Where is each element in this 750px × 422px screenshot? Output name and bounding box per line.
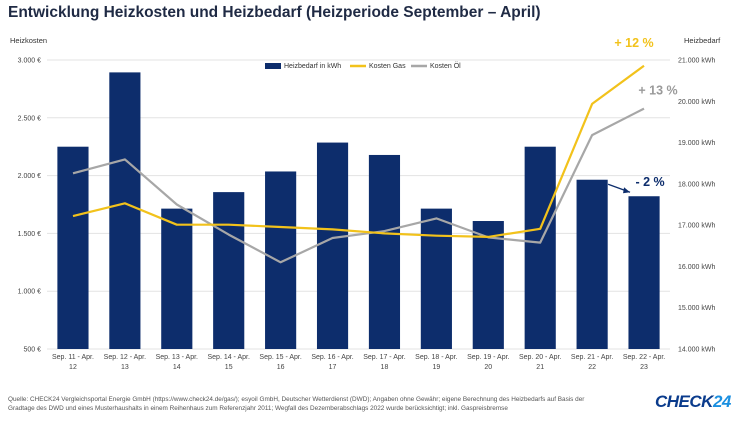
annotation-oel-change: + 13 % — [638, 84, 677, 98]
line-kosten-gas — [72, 64, 645, 238]
bar-heizbedarf — [576, 179, 608, 349]
y-left-tick-label: 1.000 € — [18, 289, 41, 296]
y-left-tick-label: 2.000 € — [18, 173, 41, 180]
bar-heizbedarf — [368, 154, 401, 349]
x-tick-label: Sep. 22 - Apr. 23 — [623, 354, 665, 371]
y-left-tick-label: 2.500 € — [18, 115, 41, 122]
y-right-tick-label: 18.000 kWh — [678, 181, 715, 188]
annotation-gas-change: + 12 % — [614, 36, 653, 50]
x-tick-label: Sep. 12 - Apr. 13 — [104, 354, 146, 371]
chart: 500 € 1.000 € 1.500 € 2.000 € 2.500 € 3.000 €… — [10, 36, 721, 371]
bar-heizbedarf — [316, 142, 349, 349]
source-footnote: Quelle: CHECK24 Vergleichsportal Energie… — [8, 396, 585, 412]
bar-heizbedarf — [472, 221, 504, 349]
y-left-tick-label: 500 € — [23, 347, 41, 354]
legend: Heizbedarf in kWh Kosten Gas Kosten Öl — [265, 62, 461, 70]
y-left-axis-title: Heizkosten — [10, 36, 47, 45]
x-tick-label: Sep. 15 - Apr. 16 — [259, 354, 301, 371]
logo-text: CHECK — [655, 392, 713, 411]
bar-heizbedarf — [109, 72, 141, 349]
check24-logo: CHECK24 — [655, 392, 731, 412]
bar-heizbedarf — [628, 196, 660, 349]
x-tick-label: Sep. 19 - Apr. 20 — [467, 354, 509, 371]
x-tick-label: Sep. 21 - Apr. 22 — [571, 354, 613, 371]
bar-heizbedarf — [57, 146, 89, 349]
y-right-tick-label: 15.000 kWh — [678, 305, 715, 312]
x-tick-label: Sep. 18 - Apr. 19 — [415, 354, 457, 371]
bar-heizbedarf — [524, 146, 556, 349]
annotation-heizbedarf-change: - 2 % — [635, 175, 664, 189]
legend-label-gas: Kosten Gas — [369, 63, 406, 70]
bar-heizbedarf — [265, 171, 297, 349]
annotation-layer: + 12 % + 13 % - 2 % — [607, 36, 678, 194]
x-tick-label: Sep. 13 - Apr. 14 — [156, 354, 198, 371]
x-tick-label: Sep. 14 - Apr. 15 — [207, 354, 249, 371]
y-right-tick-label: 19.000 kWh — [678, 140, 715, 147]
axis-layer: 500 € 1.000 € 1.500 € 2.000 € 2.500 € 3.000 €… — [10, 36, 721, 371]
bar-heizbedarf — [420, 208, 452, 349]
y-right-tick-label: 21.000 kWh — [678, 58, 715, 65]
y-right-tick-label: 16.000 kWh — [678, 264, 715, 271]
y-right-tick-label: 14.000 kWh — [678, 347, 715, 354]
x-tick-label: Sep. 11 - Apr. 12 — [52, 354, 94, 371]
y-right-axis-title: Heizbedarf — [684, 36, 721, 45]
bar-layer — [57, 72, 660, 349]
legend-label-oel: Kosten Öl — [430, 62, 461, 70]
x-tick-label: Sep. 17 - Apr. 18 — [363, 354, 405, 371]
legend-swatch-heizbedarf — [265, 63, 281, 69]
line-layer — [72, 64, 645, 264]
bar-heizbedarf — [213, 192, 245, 349]
y-left-tick-label: 1.500 € — [18, 231, 41, 238]
logo-number: 24 — [712, 392, 731, 411]
chart-title: Entwicklung Heizkosten und Heizbedarf (H… — [8, 4, 541, 21]
grid-layer — [47, 59, 670, 350]
annotation-arrowhead — [623, 187, 631, 194]
y-right-tick-label: 20.000 kWh — [678, 99, 715, 106]
y-left-tick-label: 3.000 € — [18, 58, 41, 65]
x-tick-label: Sep. 16 - Apr. 17 — [311, 354, 353, 371]
bar-heizbedarf — [161, 208, 193, 349]
line-kosten-oel — [72, 107, 645, 264]
legend-label-heizbedarf: Heizbedarf in kWh — [284, 63, 341, 70]
y-right-tick-label: 17.000 kWh — [678, 223, 715, 230]
x-tick-label: Sep. 20 - Apr. 21 — [519, 354, 561, 371]
